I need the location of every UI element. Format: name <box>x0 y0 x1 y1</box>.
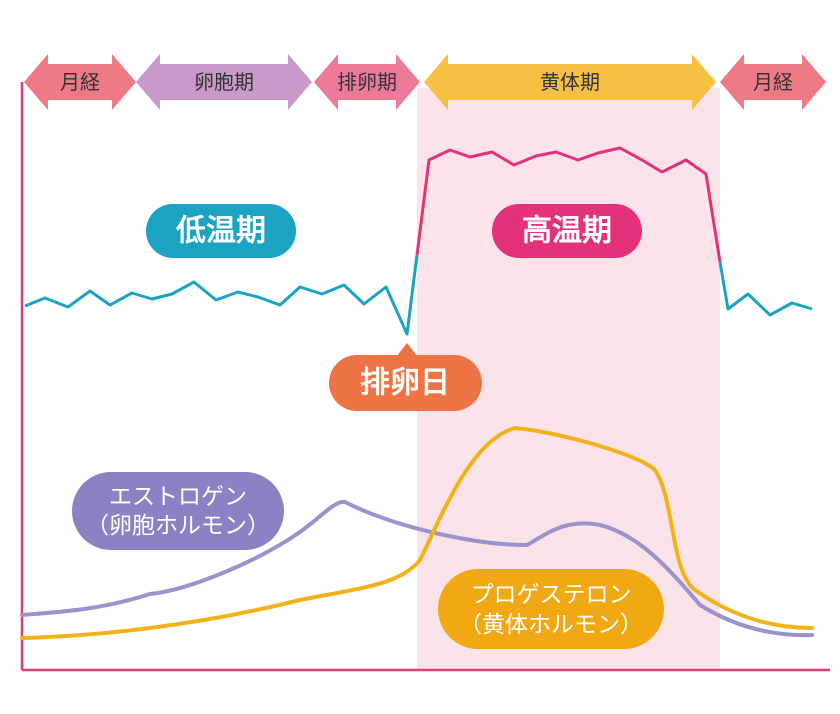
ovulation-day-callout: 排卵日 <box>329 343 482 411</box>
arrow-shape-menstruation-2 <box>720 54 826 110</box>
ovulation-day-pointer <box>396 343 418 357</box>
low-temperature-pill <box>146 204 296 258</box>
arrow-shape-menstruation <box>24 54 136 110</box>
phase-arrow-menstruation: 月経 <box>24 54 136 110</box>
phase-arrow-luteal: 黄体期 <box>424 54 716 110</box>
estrogen-pill <box>72 472 284 550</box>
phase-arrow-ovulation: 排卵期 <box>314 54 420 110</box>
high-temperature-label: 高温期 <box>522 214 612 249</box>
progesterone-curve <box>20 426 814 640</box>
arrow-shape-follicular <box>136 54 312 110</box>
phase-arrow-menstruation-2: 月経 <box>720 54 826 110</box>
low-temperature-line-end <box>718 261 813 317</box>
progesterone-label-line2: （黄体ホルモン） <box>459 612 643 638</box>
progesterone-badge: プロゲステロン （黄体ホルモン） <box>438 569 664 649</box>
estrogen-badge: エストロゲン （卵胞ホルモン） <box>72 472 284 550</box>
estrogen-label-line2: （卵胞ホルモン） <box>86 513 270 539</box>
arrow-shape-ovulation <box>314 54 420 110</box>
phase-label-menstruation-2: 月経 <box>753 70 793 94</box>
phase-label-follicular: 卵胞期 <box>194 70 254 94</box>
high-temperature-line <box>415 146 722 263</box>
low-temperature-line <box>24 254 419 336</box>
low-temperature-badge: 低温期 <box>146 204 296 258</box>
progesterone-label-line1: プロゲステロン <box>471 582 632 608</box>
high-temperature-badge: 高温期 <box>492 204 642 258</box>
ovulation-day-label: 排卵日 <box>360 366 450 401</box>
estrogen-label-line1: エストロゲン <box>109 484 247 510</box>
ovulation-day-pill <box>329 355 482 411</box>
progesterone-pill <box>438 569 664 649</box>
low-temperature-label: 低温期 <box>175 214 266 249</box>
high-temperature-pill <box>492 204 642 258</box>
phase-arrow-follicular: 卵胞期 <box>136 54 312 110</box>
phase-label-ovulation: 排卵期 <box>337 70 397 94</box>
phase-label-luteal: 黄体期 <box>540 70 600 94</box>
arrow-shape-luteal <box>424 54 716 110</box>
phase-label-menstruation: 月経 <box>60 70 100 94</box>
